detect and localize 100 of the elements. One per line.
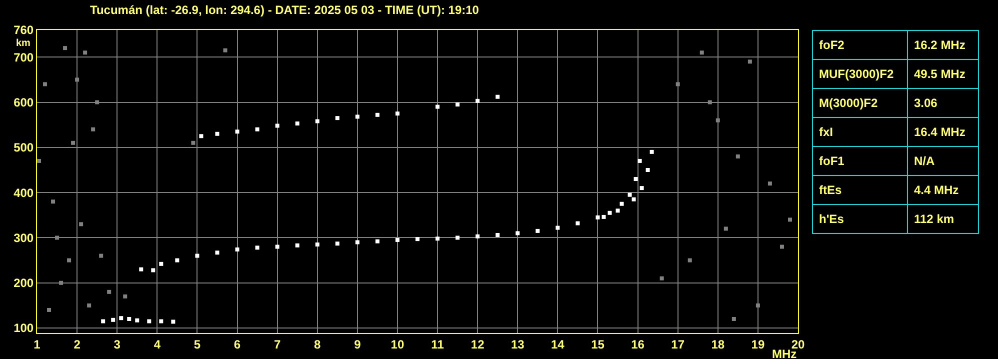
point [315,242,320,246]
y-tick-label: 300 [14,230,34,245]
point [700,50,704,55]
point [255,246,260,250]
point [123,294,128,298]
point [315,119,320,124]
x-tick-label: 18 [711,337,725,352]
point [732,317,736,321]
point [59,280,64,285]
point [55,236,60,240]
point [91,127,96,132]
point [107,290,112,294]
x-tick-label: 15 [591,337,605,352]
x-tick-label: 10 [390,337,404,352]
point [708,100,712,104]
point [496,233,500,238]
point [79,222,84,226]
x-tick-label: 7 [274,337,281,352]
point [87,303,92,308]
point [71,140,76,145]
point [556,226,560,230]
x-tick-label: 14 [551,337,565,352]
point [660,276,664,280]
point [215,132,220,136]
point [119,316,124,320]
point [768,182,772,186]
point [99,254,104,258]
point [335,242,340,246]
point [275,244,280,249]
x-tick-label: 9 [354,337,362,352]
point [748,60,752,64]
point [634,177,638,182]
point [335,116,340,120]
x-tick-label: 12 [470,337,485,352]
point [135,318,140,322]
point [139,267,144,272]
point [476,234,480,238]
x-tick-label: 11 [431,337,444,352]
category-label: h'Es [812,204,908,234]
point [295,121,300,126]
point [536,228,540,233]
point [355,114,360,119]
point [676,82,680,86]
text: 16.2 MHz [914,38,966,52]
point [650,150,654,154]
point [602,214,606,219]
point [275,124,280,128]
point [83,50,88,55]
text: 3.06 [914,96,938,110]
point [175,258,180,262]
point [638,158,642,163]
point [159,319,164,324]
point [47,308,52,312]
point [63,46,68,50]
point [235,130,240,134]
point [51,200,56,204]
point [199,134,204,138]
text: N/A [914,154,935,168]
text: 16.4 MHz [914,125,966,139]
point [476,98,480,103]
y-tick-label: 600 [14,95,34,110]
text: 49.5 MHz [914,67,966,81]
point [780,244,784,249]
point [235,247,240,252]
point [436,236,440,241]
y-axis-title: km [16,38,31,49]
point [456,102,460,107]
point [608,210,612,215]
point [195,254,200,258]
point [416,237,420,242]
point [255,127,260,132]
point [147,319,152,324]
point [171,320,176,324]
point [628,192,632,197]
x-tick-label: 19 [751,337,765,352]
x-tick-label: 13 [510,337,525,352]
point [95,100,100,104]
point [43,82,48,86]
x-tick-label: 2 [74,337,81,352]
point [395,112,400,116]
point [151,268,156,272]
y-tick-label: 700 [14,50,34,64]
point [724,226,728,231]
x-tick-label: 3 [114,337,121,352]
point [640,186,644,190]
point [620,202,624,206]
category-label: fxI [812,118,908,146]
chart-title: Tucumán (lat: -26.9, lon: 294.6) - DATE: 2025 05 03 - TIME (UT): 19:10 [90,2,480,17]
point [215,250,220,255]
point [646,168,650,172]
point [516,231,520,236]
x-tick-label: 6 [234,337,241,352]
point [191,140,196,145]
x-tick-label: 8 [314,337,322,352]
point [756,303,760,308]
point [223,48,228,52]
point [716,118,720,122]
x-tick-label: 17 [671,337,685,352]
y-tick-label: 760 [14,23,34,38]
point [616,208,620,213]
